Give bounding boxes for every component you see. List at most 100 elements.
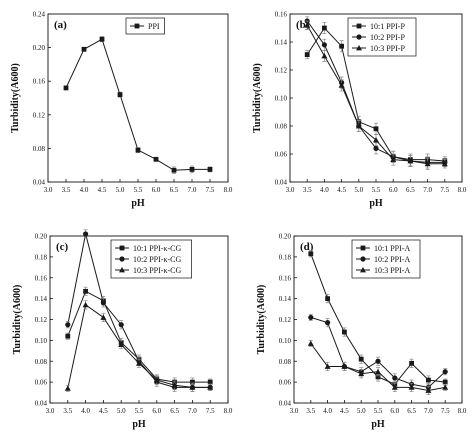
chart-panel-b: 3.0 3.5 4.0 4.5 5.0 5.5 6.0 6.5 7.0 7.5 8.0 0.04 0.0… (252, 11, 467, 210)
y-axis-title: Turbidity(A600) (252, 63, 263, 133)
data-point (322, 25, 327, 31)
x-tick-label: 3.5 (63, 407, 72, 415)
y-tick-label: 0.08 (279, 358, 292, 366)
x-tick-label: 8.0 (224, 186, 233, 194)
x-tick-label: 6.0 (390, 407, 399, 415)
y-tick-label: 0.16 (279, 274, 292, 282)
x-tick-label: 7.5 (206, 407, 215, 415)
data-point (358, 356, 364, 362)
y-tick-label: 0.16 (275, 11, 288, 19)
data-point (308, 314, 314, 321)
data-point (189, 167, 195, 172)
x-tick-label: 3.0 (44, 186, 53, 194)
data-point (355, 123, 362, 129)
x-tick-label: 4.0 (320, 186, 329, 194)
series-square (65, 286, 213, 387)
x-tick-label: 7.0 (424, 407, 433, 415)
y-tick-label: 0.06 (275, 151, 288, 159)
data-point (65, 333, 71, 339)
x-tick-label: 7.5 (440, 186, 449, 194)
legend-marker (360, 267, 366, 273)
y-tick-label: 0.10 (279, 337, 292, 345)
data-point (442, 369, 448, 375)
data-point (341, 363, 348, 369)
data-point (408, 384, 415, 390)
chart-panel-c: 3.0 3.5 4.0 4.5 5.0 5.5 6.0 6.5 7.0 7.5 8.0 0.04 0.0… (12, 229, 233, 430)
y-tick-label: 0.04 (35, 400, 48, 408)
legend-label: 10:1 PPI-κ-CG (133, 244, 181, 253)
x-tick-label: 8.0 (224, 407, 233, 415)
x-tick-label: 7.5 (206, 186, 215, 194)
legend-marker (134, 23, 140, 29)
legend-box (125, 17, 165, 35)
x-tick-label: 3.5 (303, 186, 312, 194)
y-tick-label: 0.16 (33, 78, 46, 86)
legend-marker (119, 256, 125, 262)
legend-label: 10:3 PPI-κ-CG (133, 266, 181, 275)
y-tick-label: 0.20 (35, 233, 48, 241)
y-tick-label: 0.18 (279, 253, 292, 261)
x-tick-label: 6.0 (152, 407, 161, 415)
y-tick-label: 0.06 (35, 379, 48, 387)
data-point (426, 377, 431, 383)
data-point (442, 379, 448, 385)
data-point (425, 387, 432, 393)
data-point (373, 145, 379, 151)
x-tick-label: 6.0 (152, 186, 161, 194)
data-point (207, 167, 213, 172)
x-tick-label: 5.5 (134, 186, 143, 194)
data-point (375, 368, 381, 375)
data-point (153, 377, 160, 383)
legend-label: PPI (148, 22, 160, 31)
data-point (409, 360, 414, 366)
data-point (373, 137, 379, 143)
data-point (81, 46, 87, 52)
data-point (64, 385, 71, 391)
data-point (321, 42, 327, 48)
x-tick-label: 3.0 (290, 407, 299, 415)
data-point (324, 363, 331, 369)
legend-marker (356, 23, 362, 29)
y-axis-title: Turbidity(A600) (12, 285, 23, 355)
data-point (82, 301, 89, 308)
series-triangle (307, 340, 449, 395)
data-point (375, 358, 381, 364)
data-point (135, 147, 141, 153)
y-tick-label: 0.10 (35, 337, 48, 345)
legend: 10:1 PPI-κ-CG 10:2 PPI-κ-CG 10:3 PPI-κ-CG (110, 239, 192, 279)
x-tick-label: 6.0 (389, 186, 398, 194)
legend-label: 10:3 PPI-A (374, 266, 410, 275)
panel-label: (a) (54, 19, 67, 31)
data-point (342, 329, 347, 335)
y-tick-label: 0.12 (275, 67, 288, 75)
x-tick-label: 5.0 (354, 186, 363, 194)
x-tick-label: 5.0 (116, 186, 125, 194)
legend-label: 10:1 PPI-A (374, 244, 410, 253)
y-tick-label: 0.04 (275, 179, 288, 187)
data-point (65, 322, 71, 328)
legend-label: 10:3 PPI-P (370, 44, 405, 53)
data-point (63, 85, 69, 91)
chart-panel-d: 3.0 3.5 4.0 4.5 5.0 5.5 6.0 6.5 7.0 7.5 8.0 0.04 0.0… (256, 233, 467, 431)
series-line (67, 304, 211, 389)
legend-marker (360, 256, 366, 262)
y-tick-label: 0.10 (275, 95, 288, 103)
data-point (207, 384, 214, 390)
x-tick-label: 5.5 (135, 407, 144, 415)
plot-frame (47, 13, 229, 183)
data-point (100, 314, 107, 320)
y-tick-label: 0.04 (33, 179, 46, 187)
data-point (83, 288, 88, 294)
legend-marker (356, 45, 362, 51)
legend-marker (360, 245, 366, 251)
y-tick-label: 0.12 (35, 316, 48, 324)
y-axis-title: Turbidity(A600) (256, 285, 267, 355)
legend: 10:1 PPI-P 10:2 PPI-P 10:3 PPI-P (347, 17, 417, 57)
data-point (441, 160, 448, 167)
y-tick-label: 0.04 (279, 400, 292, 408)
data-point (424, 160, 431, 167)
x-tick-label: 5.0 (357, 407, 366, 415)
panel-label: (d) (300, 241, 314, 253)
x-tick-label: 4.0 (323, 407, 332, 415)
